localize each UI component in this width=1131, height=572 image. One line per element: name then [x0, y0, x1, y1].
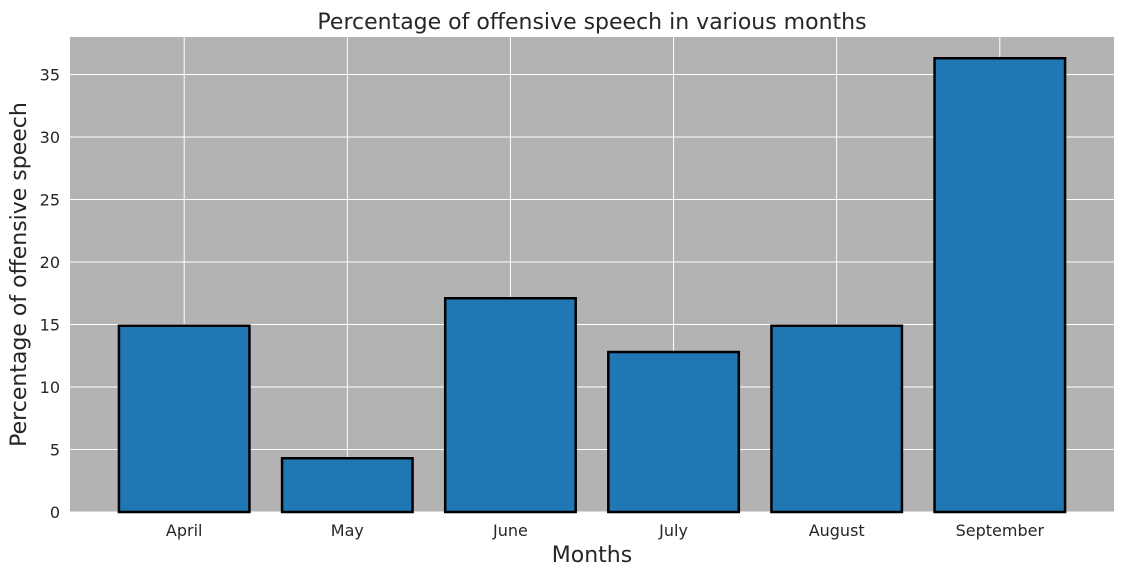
- y-axis-label: Percentage of offensive speech: [7, 102, 32, 447]
- bar-august: [770, 324, 904, 514]
- chart-title: Percentage of offensive speech in variou…: [317, 10, 866, 35]
- x-tick-label: June: [492, 521, 528, 540]
- y-tick-label: 35: [40, 66, 60, 85]
- x-tick-label: September: [956, 521, 1045, 540]
- y-tick-label: 25: [40, 191, 60, 210]
- x-axis-ticks: April May June July August September: [166, 521, 1045, 540]
- bar-june: [443, 297, 577, 514]
- y-tick-label: 30: [40, 128, 60, 147]
- x-tick-label: August: [809, 521, 865, 540]
- x-tick-label: May: [331, 521, 364, 540]
- y-axis-ticks: 0 5 10 15 20 25 30 35: [40, 66, 60, 523]
- bar-july: [607, 350, 741, 514]
- y-tick-label: 5: [50, 441, 60, 460]
- x-tick-label: April: [166, 521, 203, 540]
- y-tick-label: 0: [50, 503, 60, 522]
- y-tick-label: 20: [40, 253, 60, 272]
- bar-september: [933, 57, 1067, 514]
- x-axis-label: Months: [552, 543, 632, 568]
- bar-april: [117, 324, 251, 514]
- x-tick-label: July: [658, 521, 688, 540]
- bars: [117, 57, 1067, 514]
- y-tick-label: 15: [40, 316, 60, 335]
- bar-may: [280, 457, 414, 514]
- y-tick-label: 10: [40, 378, 60, 397]
